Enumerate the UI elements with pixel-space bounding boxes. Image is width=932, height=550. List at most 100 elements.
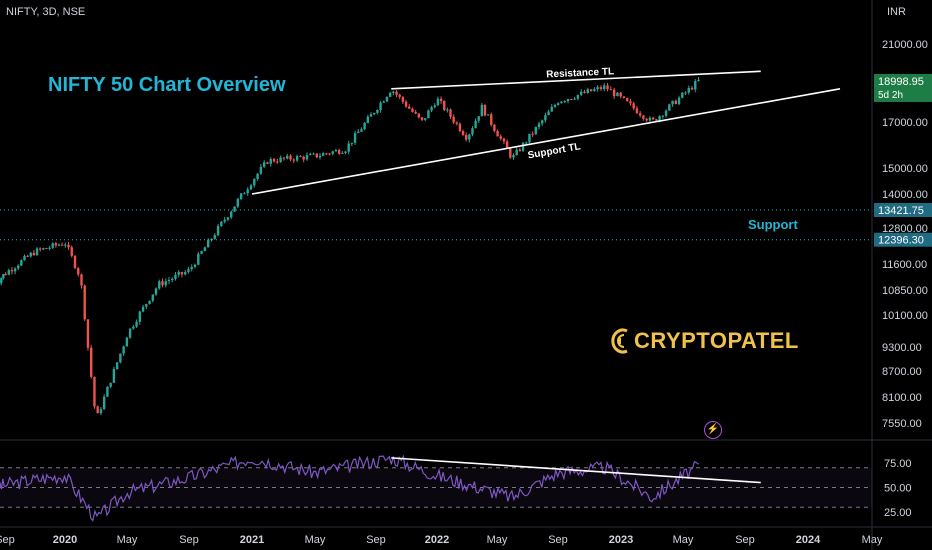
price-badge: [874, 232, 932, 247]
candle-body: [119, 353, 122, 363]
candle-body: [26, 255, 29, 257]
candle-body: [154, 288, 158, 295]
candle-body: [7, 270, 11, 275]
candle-body: [483, 104, 487, 116]
candle-body: [249, 185, 253, 190]
cryptopatel-logo: CRYPTOPATEL: [610, 324, 799, 358]
price-tick-label: 9300.00: [882, 342, 922, 354]
x-tick-label: 2024: [796, 534, 821, 546]
x-tick-label: May: [862, 534, 883, 546]
candle-body: [77, 268, 80, 275]
lightning-icon[interactable]: ⚡: [704, 421, 722, 439]
candle-body: [239, 193, 243, 200]
candle-body: [0, 278, 3, 283]
candle-body: [556, 103, 560, 105]
candle-body: [334, 150, 338, 152]
candle-body: [579, 91, 583, 95]
candle-body: [369, 114, 373, 117]
candle-body: [420, 117, 424, 120]
candle-body: [586, 89, 589, 93]
candle-body: [632, 103, 635, 109]
candle-body: [436, 98, 440, 106]
price-badge-value: 12396.30: [878, 235, 924, 247]
candle-body: [655, 119, 658, 121]
candle-body: [570, 98, 573, 100]
rsi-tick-label: 75.00: [884, 458, 912, 470]
candle-body: [350, 142, 354, 144]
candle-body: [357, 131, 360, 134]
candle-body: [512, 155, 515, 158]
candle-body: [141, 306, 145, 312]
candle-body: [645, 118, 648, 121]
candle-body: [54, 243, 58, 246]
candle-body: [171, 278, 174, 281]
candle-body: [2, 274, 5, 279]
candle-body: [138, 311, 142, 322]
candle-body: [23, 255, 26, 261]
candle-body: [299, 156, 302, 158]
resistance-label: Resistance TL: [546, 66, 614, 80]
candle-body: [203, 247, 207, 252]
candle-body: [289, 155, 292, 160]
candle-body: [366, 116, 370, 123]
candle-body: [223, 219, 226, 222]
candle-body: [515, 149, 518, 156]
candle-body: [430, 107, 433, 111]
candle-body: [583, 91, 586, 93]
candle-body: [106, 386, 109, 397]
price-tick-label: 8100.00: [882, 392, 922, 404]
x-tick-label: May: [117, 534, 138, 546]
rsi-tick-label: 25.00: [884, 507, 912, 519]
x-tick-label: May: [487, 534, 508, 546]
candle-body: [148, 300, 151, 305]
candle-body: [102, 396, 106, 410]
candle-body: [99, 409, 103, 414]
candle-body: [496, 130, 499, 137]
candle-body: [677, 97, 681, 104]
candle-body: [73, 255, 77, 269]
candle-body: [109, 382, 112, 387]
candle-body: [67, 244, 70, 248]
candle-body: [505, 141, 509, 149]
candle-body: [464, 135, 468, 140]
candle-body: [458, 123, 462, 132]
candle-body: [13, 268, 17, 272]
x-tick-label: Sep: [0, 534, 15, 546]
x-tick-label: Sep: [548, 534, 568, 546]
price-badge-value: 18998.95: [878, 76, 924, 88]
candle-body: [525, 142, 528, 144]
candle-body: [612, 89, 616, 97]
resistance-trendline: [391, 70, 761, 90]
candle-body: [593, 89, 596, 92]
candle-body: [521, 142, 525, 151]
candle-body: [243, 193, 246, 195]
logo-icon: [611, 328, 628, 354]
candle-body: [256, 173, 259, 179]
candle-body: [315, 153, 319, 158]
candle-body: [161, 281, 164, 286]
candle-body: [606, 85, 609, 90]
candle-body: [226, 217, 230, 220]
candle-body: [668, 104, 671, 111]
candle-body: [474, 120, 477, 129]
candle-body: [337, 150, 341, 154]
candle-body: [246, 189, 249, 194]
candle-body: [658, 116, 661, 121]
candle-body: [388, 92, 392, 97]
candle-body: [282, 157, 286, 159]
rsi-trendline: [391, 457, 761, 484]
candle-body: [266, 162, 269, 164]
candle-body: [493, 124, 496, 131]
candle-body: [550, 106, 553, 112]
x-tick-label: 2021: [240, 534, 264, 546]
support-label: Support: [748, 217, 798, 232]
price-tick-label: 7550.00: [882, 418, 922, 430]
candle-body: [190, 267, 193, 270]
candle-body: [42, 248, 45, 250]
candle-body: [292, 159, 296, 161]
candle-body: [253, 178, 256, 186]
candle-body: [480, 104, 484, 117]
price-badge-value: 13421.75: [878, 205, 924, 217]
candle-body: [32, 252, 36, 256]
price-tick-label: 10100.00: [882, 310, 928, 322]
